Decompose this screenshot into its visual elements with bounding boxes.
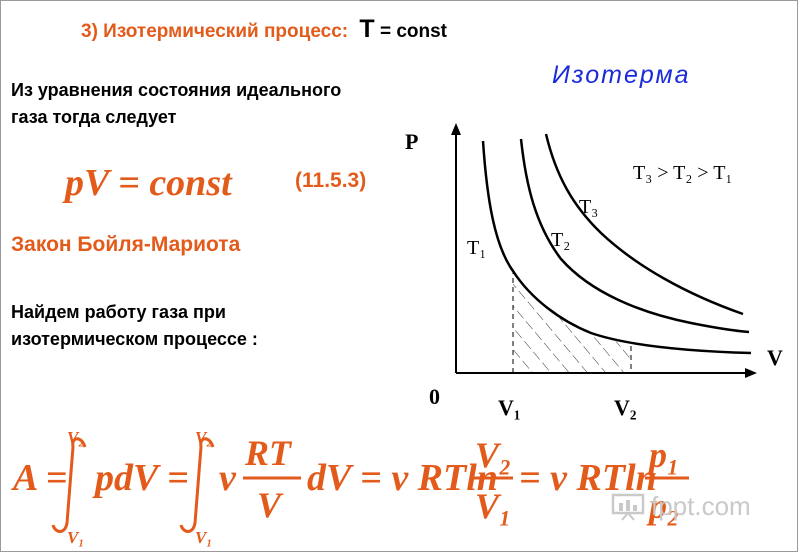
title-label: 3) Изотермический процесс: xyxy=(81,21,349,42)
work-area xyxy=(513,271,631,373)
work-text: Найдем работу газа при изотермическом пр… xyxy=(11,299,258,353)
equation-number: (11.5.3) xyxy=(295,169,367,192)
curve-label-t3: T₃ xyxy=(579,196,598,218)
watermark: fppt.com xyxy=(611,491,751,522)
axis-y-label: P xyxy=(405,129,418,154)
intro-text: Из уравнения состояния идеального газа т… xyxy=(11,77,341,131)
formula-term-1: pdV = xyxy=(92,457,189,499)
axis-x-label: V xyxy=(767,345,783,370)
integral-1-upper: V₂ xyxy=(67,428,84,447)
curve-label-t2: T₂ xyxy=(551,229,570,251)
work-line-2: изотермическом процессе : xyxy=(11,329,258,349)
integral-sign-2 xyxy=(179,437,215,533)
intro-line-2: газа тогда следует xyxy=(11,107,177,127)
x-axis-arrow xyxy=(745,368,757,378)
presentation-icon xyxy=(611,493,645,521)
graph-title: Изотерма xyxy=(552,61,691,89)
formula-term-3: = ν RTln xyxy=(519,457,657,499)
slide-title: 3) Изотермический процесс: T = const xyxy=(81,15,447,44)
integral-sign-1 xyxy=(51,437,87,533)
integral-1-lower: V₁ xyxy=(67,528,84,547)
fraction-3-numerator: p₁ xyxy=(646,435,680,475)
state-equation: pV = const xyxy=(65,162,232,204)
y-axis-arrow xyxy=(451,123,461,135)
title-rest: = const xyxy=(379,21,448,42)
formula-lhs: A = xyxy=(11,457,67,499)
integral-2-upper: V₂ xyxy=(195,428,212,447)
temperature-inequality: T₃ > T₂ > T₁ xyxy=(633,162,732,184)
isotherm-t3 xyxy=(544,133,744,316)
isotherm-graph: P V 0 T₃ > T₂ > T₁ T₁ T₂ T₃ V₁ V₂ xyxy=(405,123,783,420)
isotherm-t2 xyxy=(519,138,750,334)
tick-label-v2: V₂ xyxy=(614,395,637,420)
formula-nu: ν xyxy=(219,457,237,499)
tick-label-v1: V₁ xyxy=(498,395,520,420)
curve-label-t1: T₁ xyxy=(467,237,486,259)
fraction-1-numerator: RT xyxy=(244,433,293,473)
origin-label: 0 xyxy=(429,384,440,409)
fraction-2-denominator: V₁ xyxy=(475,486,512,526)
isotherm-t1 xyxy=(481,140,752,355)
work-formula: A = V₂ V₁ pdV = V₂ V₁ ν RT V dV = ν RTln… xyxy=(11,428,689,547)
integral-2-lower: V₁ xyxy=(195,528,212,547)
fraction-3-denominator: p₂ xyxy=(646,486,680,526)
fraction-1-denominator: V xyxy=(257,485,284,525)
title-symbol: T xyxy=(359,15,375,43)
watermark-text: fppt.com xyxy=(651,491,751,521)
law-name: Закон Бойля-Мариота xyxy=(11,233,241,256)
fraction-2-numerator: V₂ xyxy=(475,435,512,475)
formula-term-2: dV = ν RTln xyxy=(307,457,498,499)
work-line-1: Найдем работу газа при xyxy=(11,302,226,322)
intro-line-1: Из уравнения состояния идеального xyxy=(11,80,342,100)
